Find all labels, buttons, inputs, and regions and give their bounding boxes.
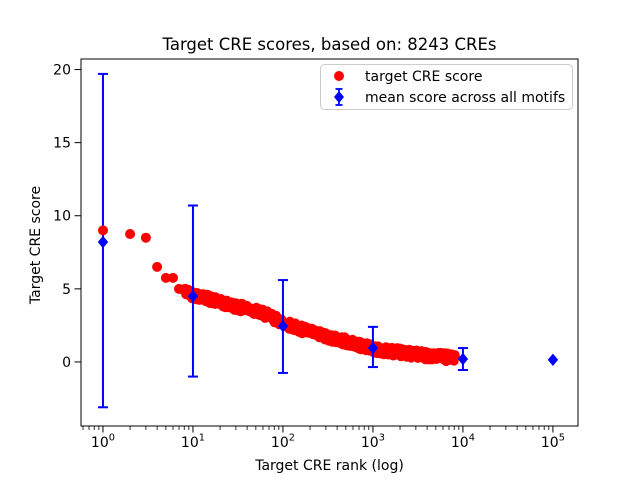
red-scatter-point [450, 352, 460, 362]
mean-diamond-marker [367, 341, 379, 355]
x-axis-ticks [102, 426, 554, 433]
legend-label: target CRE score [365, 69, 482, 85]
y-tick-label: 10 [53, 209, 71, 225]
x-tick-label: 101 [181, 433, 205, 452]
x-minor-ticks [82, 426, 550, 430]
mean-diamond-marker [457, 352, 469, 366]
y-axis-tick-labels: 0 5 10 15 20 [53, 63, 71, 371]
legend-label: mean score across all motifs [365, 90, 565, 106]
legend-item-target-cre-score: target CRE score [334, 69, 482, 85]
red-scatter-point [140, 232, 151, 243]
chart-title: Target CRE scores, based on: 8243 CREs [161, 35, 496, 54]
x-tick-label: 104 [451, 433, 475, 452]
x-tick-label: 105 [541, 433, 565, 452]
red-scatter-point [152, 261, 163, 272]
legend-box [320, 64, 573, 110]
plot-spines [80, 58, 579, 427]
x-tick-label: 102 [271, 433, 295, 452]
mean-diamond-marker [187, 289, 199, 303]
x-tick-label: 103 [361, 433, 385, 452]
y-tick-label: 15 [53, 136, 71, 152]
x-axis-tick-labels: 100 101 102 103 104 105 [91, 433, 565, 452]
x-tick-label: 100 [91, 433, 115, 452]
y-tick-label: 5 [62, 282, 71, 298]
blue-diamond-errorbar-icon [334, 91, 344, 103]
mean-diamond-marker [547, 353, 559, 366]
legend-item-mean-score: mean score across all motifs [334, 88, 565, 106]
red-scatter-point [98, 225, 108, 236]
red-scatter-band [179, 283, 460, 367]
y-axis-ticks [74, 69, 81, 363]
mean-diamond-marker [277, 319, 289, 333]
legend: target CRE score mean score across all mo… [320, 64, 573, 110]
red-scatter-point [125, 229, 136, 239]
red-scatter-point [168, 272, 178, 283]
red-scatter-point [160, 272, 171, 283]
red-scatter-point [174, 283, 184, 294]
y-tick-label: 0 [62, 355, 71, 371]
red-scatter-head-points [98, 225, 184, 294]
x-axis-label: Target CRE rank (log) [254, 458, 404, 474]
mean-diamond-marker [97, 235, 109, 249]
mean-diamonds [97, 235, 559, 366]
red-circle-icon [334, 71, 344, 81]
y-tick-label: 20 [53, 63, 71, 79]
y-axis-label: Target CRE score [28, 186, 44, 305]
